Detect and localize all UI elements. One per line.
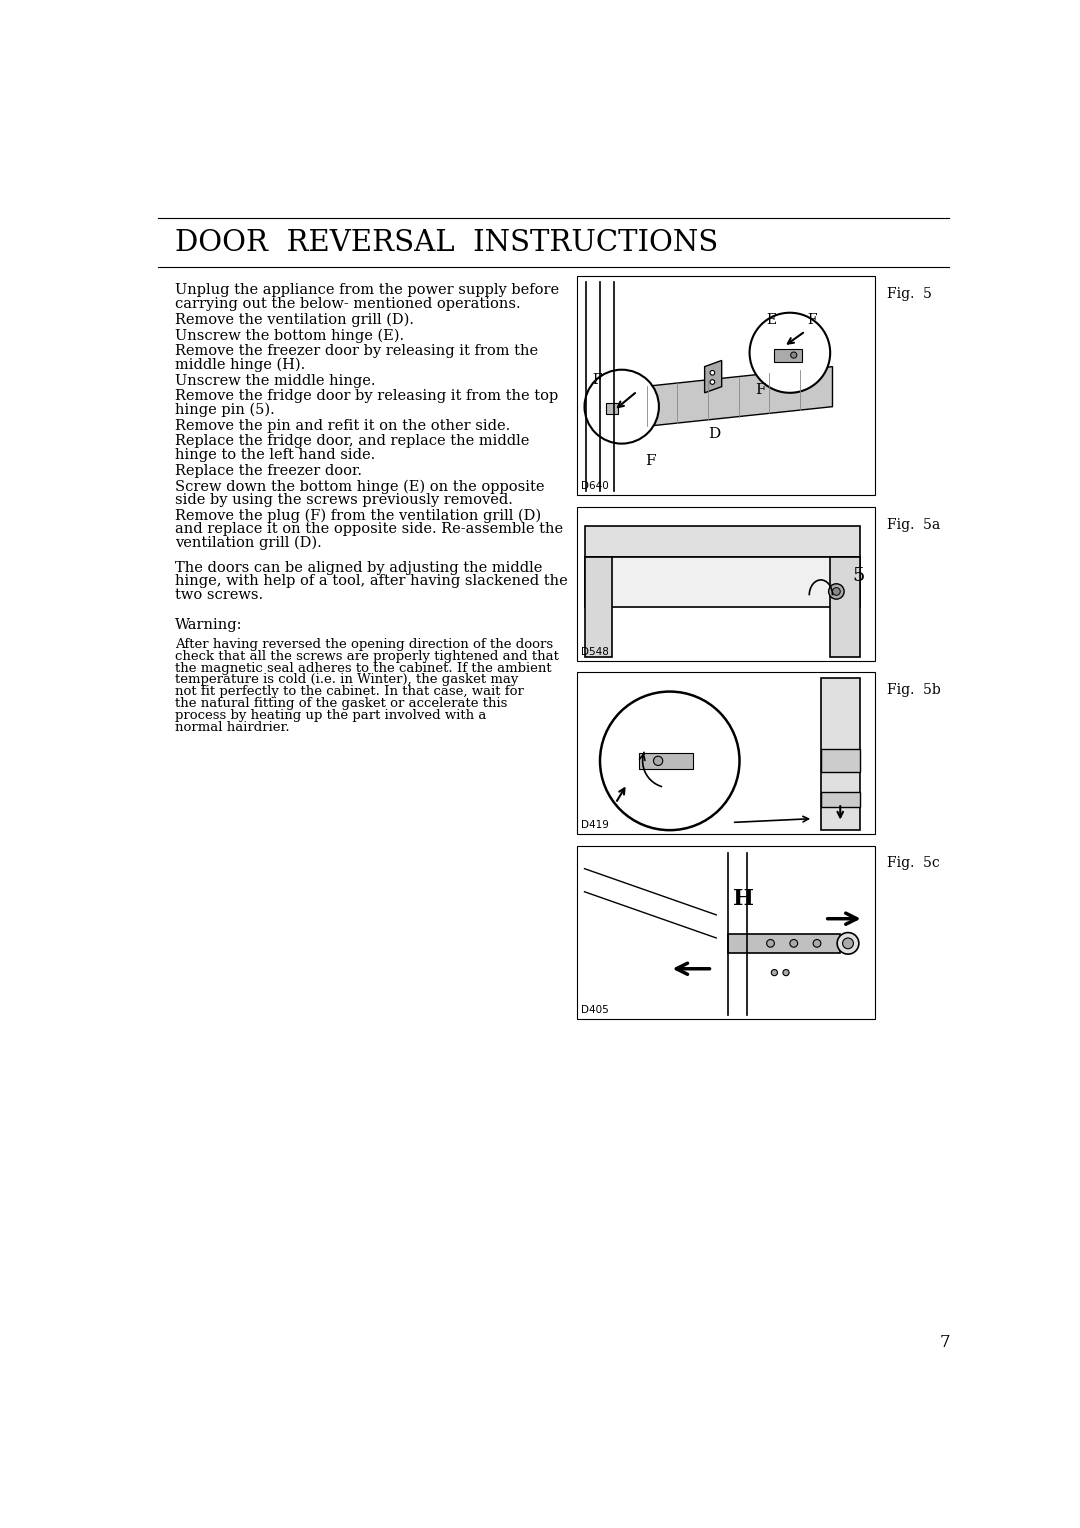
Text: Remove the pin and refit it on the other side.: Remove the pin and refit it on the other…	[175, 419, 511, 432]
Circle shape	[771, 970, 778, 976]
Text: Fig.  5b: Fig. 5b	[887, 683, 941, 697]
Circle shape	[710, 370, 715, 374]
Text: check that all the screws are properly tightened and that: check that all the screws are properly t…	[175, 649, 559, 663]
Polygon shape	[606, 403, 618, 414]
Circle shape	[837, 932, 859, 953]
Text: D405: D405	[581, 1005, 608, 1015]
Bar	[577, 507, 875, 660]
Text: F: F	[592, 373, 602, 387]
Text: Fig.  5c: Fig. 5c	[887, 856, 940, 871]
Text: 7: 7	[940, 1334, 950, 1351]
Polygon shape	[774, 348, 801, 362]
Text: hinge, with help of a tool, after having slackened the: hinge, with help of a tool, after having…	[175, 575, 568, 588]
Text: Unplug the appliance from the power supply before: Unplug the appliance from the power supp…	[175, 284, 559, 298]
Polygon shape	[638, 753, 693, 769]
Text: Fig.  5a: Fig. 5a	[887, 518, 940, 532]
Circle shape	[813, 940, 821, 947]
Text: F: F	[755, 382, 766, 397]
Text: not fit perfectly to the cabinet. In that case, wait for: not fit perfectly to the cabinet. In tha…	[175, 686, 524, 698]
Text: The doors can be aligned by adjusting the middle: The doors can be aligned by adjusting th…	[175, 561, 542, 575]
Polygon shape	[704, 361, 721, 393]
Circle shape	[584, 370, 659, 443]
Text: hinge to the left hand side.: hinge to the left hand side.	[175, 448, 376, 461]
Text: side by using the screws previously removed.: side by using the screws previously remo…	[175, 494, 513, 507]
Text: F: F	[807, 313, 816, 327]
Text: middle hinge (H).: middle hinge (H).	[175, 358, 306, 373]
Text: After having reversed the opening direction of the doors: After having reversed the opening direct…	[175, 637, 553, 651]
Text: Unscrew the middle hinge.: Unscrew the middle hinge.	[175, 373, 376, 388]
Polygon shape	[821, 792, 860, 807]
Circle shape	[710, 380, 715, 385]
Text: Replace the fridge door, and replace the middle: Replace the fridge door, and replace the…	[175, 434, 529, 448]
Text: Screw down the bottom hinge (E) on the opposite: Screw down the bottom hinge (E) on the o…	[175, 480, 544, 494]
Polygon shape	[831, 556, 860, 657]
Text: Remove the fridge door by releasing it from the top: Remove the fridge door by releasing it f…	[175, 390, 558, 403]
Polygon shape	[613, 367, 833, 429]
Text: Unscrew the bottom hinge (E).: Unscrew the bottom hinge (E).	[175, 329, 404, 342]
Bar	[577, 672, 875, 834]
Circle shape	[791, 351, 797, 358]
Text: D548: D548	[581, 646, 608, 657]
Text: temperature is cold (i.e. in Winter), the gasket may: temperature is cold (i.e. in Winter), th…	[175, 674, 518, 686]
Bar	[577, 845, 875, 1019]
Text: carrying out the below- mentioned operations.: carrying out the below- mentioned operat…	[175, 296, 521, 310]
Circle shape	[600, 692, 740, 830]
Text: Replace the freezer door.: Replace the freezer door.	[175, 463, 362, 478]
Text: Remove the freezer door by releasing it from the: Remove the freezer door by releasing it …	[175, 344, 539, 358]
Text: D419: D419	[581, 821, 608, 830]
Text: Remove the ventilation grill (D).: Remove the ventilation grill (D).	[175, 313, 415, 327]
Text: and replace it on the opposite side. Re-assemble the: and replace it on the opposite side. Re-…	[175, 523, 564, 536]
Text: ventilation grill (D).: ventilation grill (D).	[175, 536, 322, 550]
Text: D: D	[708, 426, 720, 440]
Text: two screws.: two screws.	[175, 588, 264, 602]
Circle shape	[767, 940, 774, 947]
Polygon shape	[584, 556, 611, 657]
Text: 5: 5	[852, 567, 864, 585]
Text: H: H	[733, 888, 754, 911]
Text: Fig.  5: Fig. 5	[887, 287, 932, 301]
Text: E: E	[767, 313, 777, 327]
Text: F: F	[645, 454, 656, 468]
Circle shape	[842, 938, 853, 949]
Polygon shape	[821, 749, 860, 773]
Text: the magnetic seal adheres to the cabinet. If the ambient: the magnetic seal adheres to the cabinet…	[175, 662, 552, 674]
Polygon shape	[584, 556, 860, 607]
Text: D640: D640	[581, 481, 608, 492]
Bar	[577, 275, 875, 495]
Text: normal hairdrier.: normal hairdrier.	[175, 721, 289, 735]
Text: process by heating up the part involved with a: process by heating up the part involved …	[175, 709, 487, 723]
Circle shape	[789, 940, 798, 947]
Circle shape	[833, 588, 840, 596]
Circle shape	[783, 970, 789, 976]
Text: DOOR  REVERSAL  INSTRUCTIONS: DOOR REVERSAL INSTRUCTIONS	[175, 229, 718, 257]
Polygon shape	[584, 526, 860, 556]
Polygon shape	[821, 678, 860, 830]
Polygon shape	[728, 934, 840, 953]
Text: Remove the plug (F) from the ventilation grill (D): Remove the plug (F) from the ventilation…	[175, 509, 541, 523]
Text: hinge pin (5).: hinge pin (5).	[175, 403, 275, 417]
Circle shape	[653, 756, 663, 766]
Text: Warning:: Warning:	[175, 617, 243, 633]
Circle shape	[828, 584, 845, 599]
Circle shape	[750, 313, 831, 393]
Text: the natural fitting of the gasket or accelerate this: the natural fitting of the gasket or acc…	[175, 697, 508, 711]
